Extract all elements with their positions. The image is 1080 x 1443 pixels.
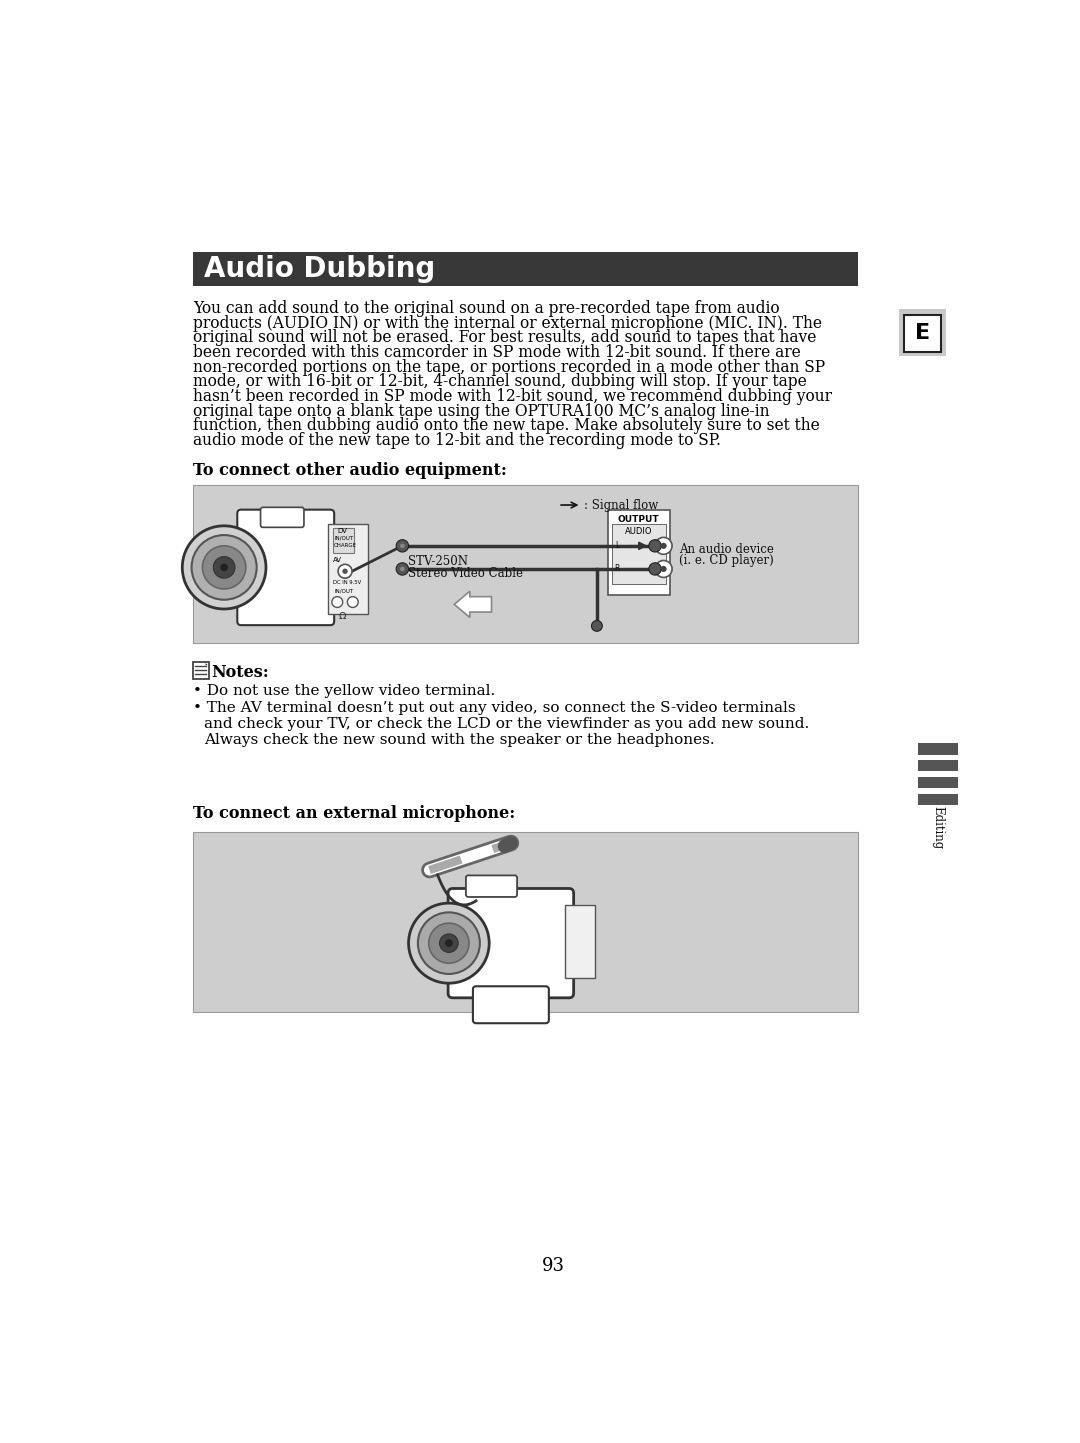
Bar bbox=[918, 776, 958, 788]
Text: Audio Dubbing: Audio Dubbing bbox=[204, 255, 435, 283]
Circle shape bbox=[656, 537, 672, 554]
Bar bbox=[333, 528, 354, 553]
Circle shape bbox=[342, 569, 348, 574]
Text: mode, or with 16-bit or 12-bit, 4-channel sound, dubbing will stop. If your tape: mode, or with 16-bit or 12-bit, 4-channe… bbox=[193, 374, 807, 391]
Bar bbox=[608, 511, 670, 595]
FancyBboxPatch shape bbox=[238, 509, 334, 625]
Circle shape bbox=[661, 566, 666, 571]
Circle shape bbox=[649, 563, 661, 576]
Text: R: R bbox=[615, 564, 620, 573]
Circle shape bbox=[661, 543, 666, 548]
Text: STV-250N: STV-250N bbox=[408, 556, 468, 569]
Bar bbox=[918, 760, 958, 772]
Bar bbox=[193, 485, 859, 644]
Text: IN/OUT: IN/OUT bbox=[334, 535, 353, 541]
FancyBboxPatch shape bbox=[465, 876, 517, 898]
Circle shape bbox=[429, 924, 469, 962]
Circle shape bbox=[348, 596, 359, 608]
Circle shape bbox=[191, 535, 257, 600]
Text: and check your TV, or check the LCD or the viewfinder as you add new sound.: and check your TV, or check the LCD or t… bbox=[204, 717, 809, 730]
FancyBboxPatch shape bbox=[260, 508, 303, 527]
Text: CHARGE: CHARGE bbox=[334, 543, 357, 548]
Text: You can add sound to the original sound on a pre-recorded tape from audio: You can add sound to the original sound … bbox=[193, 300, 780, 317]
Circle shape bbox=[408, 903, 489, 983]
Bar bbox=[918, 794, 958, 805]
Text: Always check the new sound with the speaker or the headphones.: Always check the new sound with the spea… bbox=[204, 733, 715, 747]
Text: Stereo Video Cable: Stereo Video Cable bbox=[408, 567, 523, 580]
Circle shape bbox=[445, 939, 453, 947]
Text: Notes:: Notes: bbox=[212, 664, 270, 681]
Bar bbox=[904, 315, 941, 352]
Circle shape bbox=[656, 560, 672, 577]
Text: • Do not use the yellow video terminal.: • Do not use the yellow video terminal. bbox=[193, 684, 496, 697]
Circle shape bbox=[400, 544, 405, 548]
Circle shape bbox=[338, 564, 352, 579]
Circle shape bbox=[592, 620, 603, 631]
Text: AV: AV bbox=[333, 557, 341, 563]
Circle shape bbox=[418, 912, 480, 974]
Circle shape bbox=[220, 564, 228, 571]
FancyBboxPatch shape bbox=[473, 986, 549, 1023]
Text: Ω: Ω bbox=[339, 612, 347, 622]
Circle shape bbox=[400, 567, 405, 571]
Text: An audio device: An audio device bbox=[679, 543, 774, 556]
Text: original tape onto a blank tape using the OPTURA100 MC’s analog line-in: original tape onto a blank tape using th… bbox=[193, 403, 770, 420]
Bar bbox=[193, 831, 859, 1013]
Text: 93: 93 bbox=[542, 1257, 565, 1276]
Text: OUTPUT: OUTPUT bbox=[618, 515, 660, 524]
Bar bbox=[328, 524, 368, 615]
Text: (i. e. CD player): (i. e. CD player) bbox=[679, 554, 773, 567]
Text: audio mode of the new tape to 12-bit and the recording mode to SP.: audio mode of the new tape to 12-bit and… bbox=[193, 431, 721, 449]
Text: Editing: Editing bbox=[931, 807, 944, 850]
Text: products (AUDIO IN) or with the internal or external microphone (MIC. IN). The: products (AUDIO IN) or with the internal… bbox=[193, 315, 822, 332]
Text: E: E bbox=[915, 323, 930, 343]
Polygon shape bbox=[455, 592, 491, 618]
Text: IN/OUT: IN/OUT bbox=[334, 589, 353, 593]
Text: : Signal flow: : Signal flow bbox=[584, 498, 659, 511]
Bar bbox=[611, 524, 666, 584]
Circle shape bbox=[332, 596, 342, 608]
Text: function, then dubbing audio onto the new tape. Make absolutely sure to set the: function, then dubbing audio onto the ne… bbox=[193, 417, 820, 434]
Bar bbox=[193, 253, 859, 286]
Bar bbox=[565, 905, 595, 978]
Text: L: L bbox=[615, 541, 619, 550]
Text: DC IN 9.5V: DC IN 9.5V bbox=[333, 580, 361, 586]
Text: original sound will not be erased. For best results, add sound to tapes that hav: original sound will not be erased. For b… bbox=[193, 329, 816, 346]
Circle shape bbox=[440, 934, 458, 952]
Circle shape bbox=[649, 540, 661, 553]
Text: To connect other audio equipment:: To connect other audio equipment: bbox=[193, 462, 507, 479]
Text: DV: DV bbox=[338, 528, 348, 534]
Text: hasn’t been recorded in SP mode with 12-bit sound, we recommend dubbing your: hasn’t been recorded in SP mode with 12-… bbox=[193, 388, 832, 405]
Bar bbox=[918, 743, 958, 755]
Circle shape bbox=[213, 557, 235, 579]
Circle shape bbox=[202, 545, 246, 589]
Circle shape bbox=[396, 540, 408, 553]
Text: AUDIO: AUDIO bbox=[625, 527, 652, 537]
Bar bbox=[193, 662, 208, 680]
FancyBboxPatch shape bbox=[448, 889, 573, 997]
Text: non-recorded portions on the tape, or portions recorded in a mode other than SP: non-recorded portions on the tape, or po… bbox=[193, 359, 825, 375]
Text: been recorded with this camcorder in SP mode with 12-bit sound. If there are: been recorded with this camcorder in SP … bbox=[193, 343, 801, 361]
Circle shape bbox=[396, 563, 408, 576]
Text: • The AV terminal doesn’t put out any video, so connect the S-video terminals: • The AV terminal doesn’t put out any vi… bbox=[193, 701, 796, 714]
Circle shape bbox=[183, 525, 266, 609]
Text: To connect an external microphone:: To connect an external microphone: bbox=[193, 805, 515, 821]
Bar bbox=[900, 309, 946, 356]
